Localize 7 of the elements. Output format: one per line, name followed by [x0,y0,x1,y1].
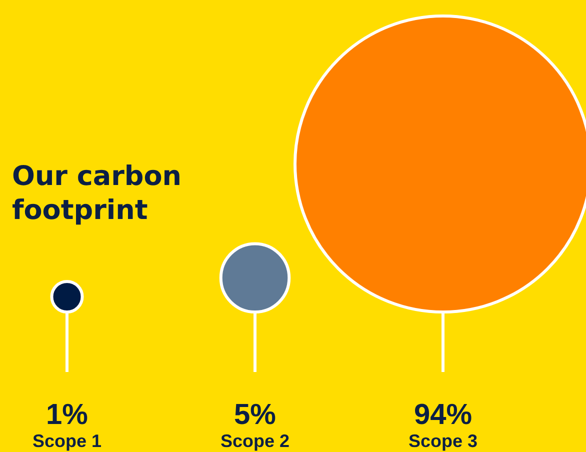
data-label: 1% [46,399,88,431]
data-label: 94% [414,399,472,431]
text: Our carbon footprint [12,160,183,228]
category-label: Scope 2 [220,431,290,451]
category-label: Scope 1 [32,431,102,451]
category-label: Scope 3 [408,431,478,451]
data-label: 5% [234,399,276,431]
